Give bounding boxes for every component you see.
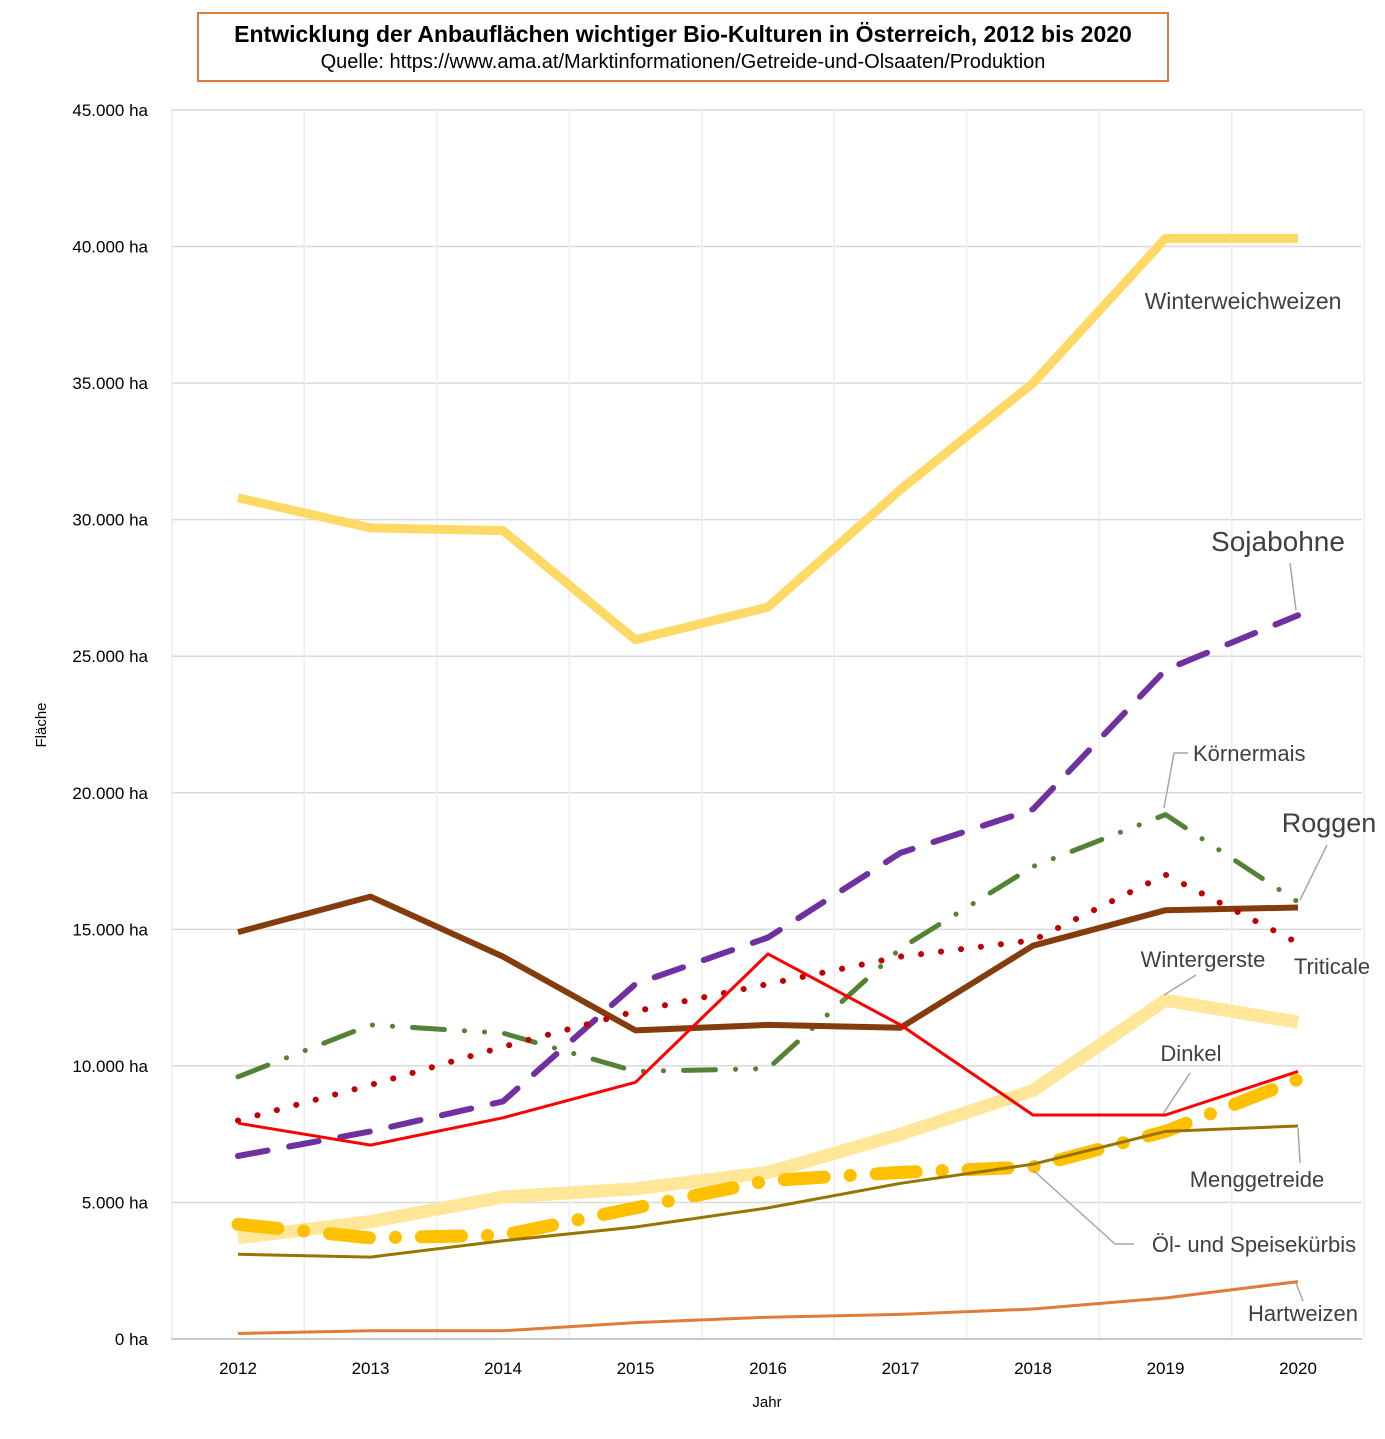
label-leader-line: [1163, 974, 1197, 996]
x-tick-label: 2020: [1279, 1359, 1317, 1378]
x-tick-label: 2018: [1014, 1359, 1052, 1378]
label-leader-line: [1295, 1282, 1304, 1302]
x-tick-label: 2015: [617, 1359, 655, 1378]
series-label-triticale: Triticale: [1294, 954, 1370, 979]
y-axis-label: Fläche: [33, 702, 50, 747]
y-tick-label: 45.000 ha: [72, 101, 148, 120]
y-tick-label: 10.000 ha: [72, 1057, 148, 1076]
chart-title-box: Entwicklung der Anbauflächen wichtiger B…: [197, 12, 1169, 82]
y-tick-label: 20.000 ha: [72, 784, 148, 803]
label-leader-line: [1163, 752, 1188, 809]
y-tick-label: 5.000 ha: [82, 1193, 149, 1212]
y-tick-label: 35.000 ha: [72, 374, 148, 393]
series-label-wintergerste: Wintergerste: [1141, 947, 1266, 972]
series-label-roggen: Roggen: [1282, 808, 1377, 838]
label-leader-line: [1032, 1169, 1134, 1245]
x-tick-label: 2019: [1147, 1359, 1185, 1378]
label-leader-line: [1289, 562, 1297, 611]
x-tick-label: 2016: [749, 1359, 787, 1378]
series-label-öl-und-speisekürbis: Öl- und Speisekürbis: [1152, 1232, 1356, 1257]
label-leader-line: [1162, 1072, 1191, 1115]
y-tick-label: 15.000 ha: [72, 920, 148, 939]
series-line-triticale: [235, 871, 1301, 1124]
series-line-körnermais: [235, 812, 1301, 1080]
series-line-winterweichweizen: [237, 233, 1298, 645]
series-label-körnermais: Körnermais: [1193, 741, 1305, 766]
series-label-winterweichweizen: Winterweichweizen: [1145, 288, 1342, 314]
series-line-sojabohne: [235, 612, 1301, 1159]
series-lines: [231, 233, 1305, 1335]
label-leader-line: [1297, 1127, 1301, 1164]
series-line-menggetreide: [237, 1124, 1299, 1259]
y-tick-label: 30.000 ha: [72, 511, 148, 530]
x-tick-label: 2014: [484, 1359, 522, 1378]
series-line-dinkel: [237, 952, 1299, 1147]
x-axis-label: Jahr: [752, 1394, 781, 1411]
series-label-menggetreide: Menggetreide: [1190, 1167, 1325, 1192]
chart-title: Entwicklung der Anbauflächen wichtiger B…: [234, 21, 1132, 47]
series-line-hartweizen: [237, 1280, 1299, 1335]
series-label-dinkel: Dinkel: [1160, 1041, 1221, 1066]
series-label-hartweizen: Hartweizen: [1248, 1301, 1358, 1326]
series-label-sojabohne: Sojabohne: [1211, 526, 1345, 557]
y-tick-label: 40.000 ha: [72, 238, 148, 257]
axes: 0 ha 5.000 ha 10.000 ha 15.000 ha 20.000 ha 2…: [72, 101, 1362, 1378]
series-labels: Winterweichweizen Sojabohne Körnermais Rogg…: [1032, 288, 1377, 1326]
chart-subtitle: Quelle: https://www.ama.at/Marktinformat…: [320, 51, 1046, 73]
grid-lines: [171, 109, 1365, 1340]
y-tick-label: 0 ha: [115, 1330, 149, 1349]
label-leader-line: [1299, 844, 1328, 901]
y-tick-label: 25.000 ha: [72, 647, 148, 666]
series-line-wintergerste: [237, 993, 1300, 1245]
x-tick-label: 2017: [882, 1359, 920, 1378]
x-tick-label: 2013: [352, 1359, 390, 1378]
series-line-roggen: [237, 893, 1299, 1034]
x-tick-label: 2012: [219, 1359, 257, 1378]
